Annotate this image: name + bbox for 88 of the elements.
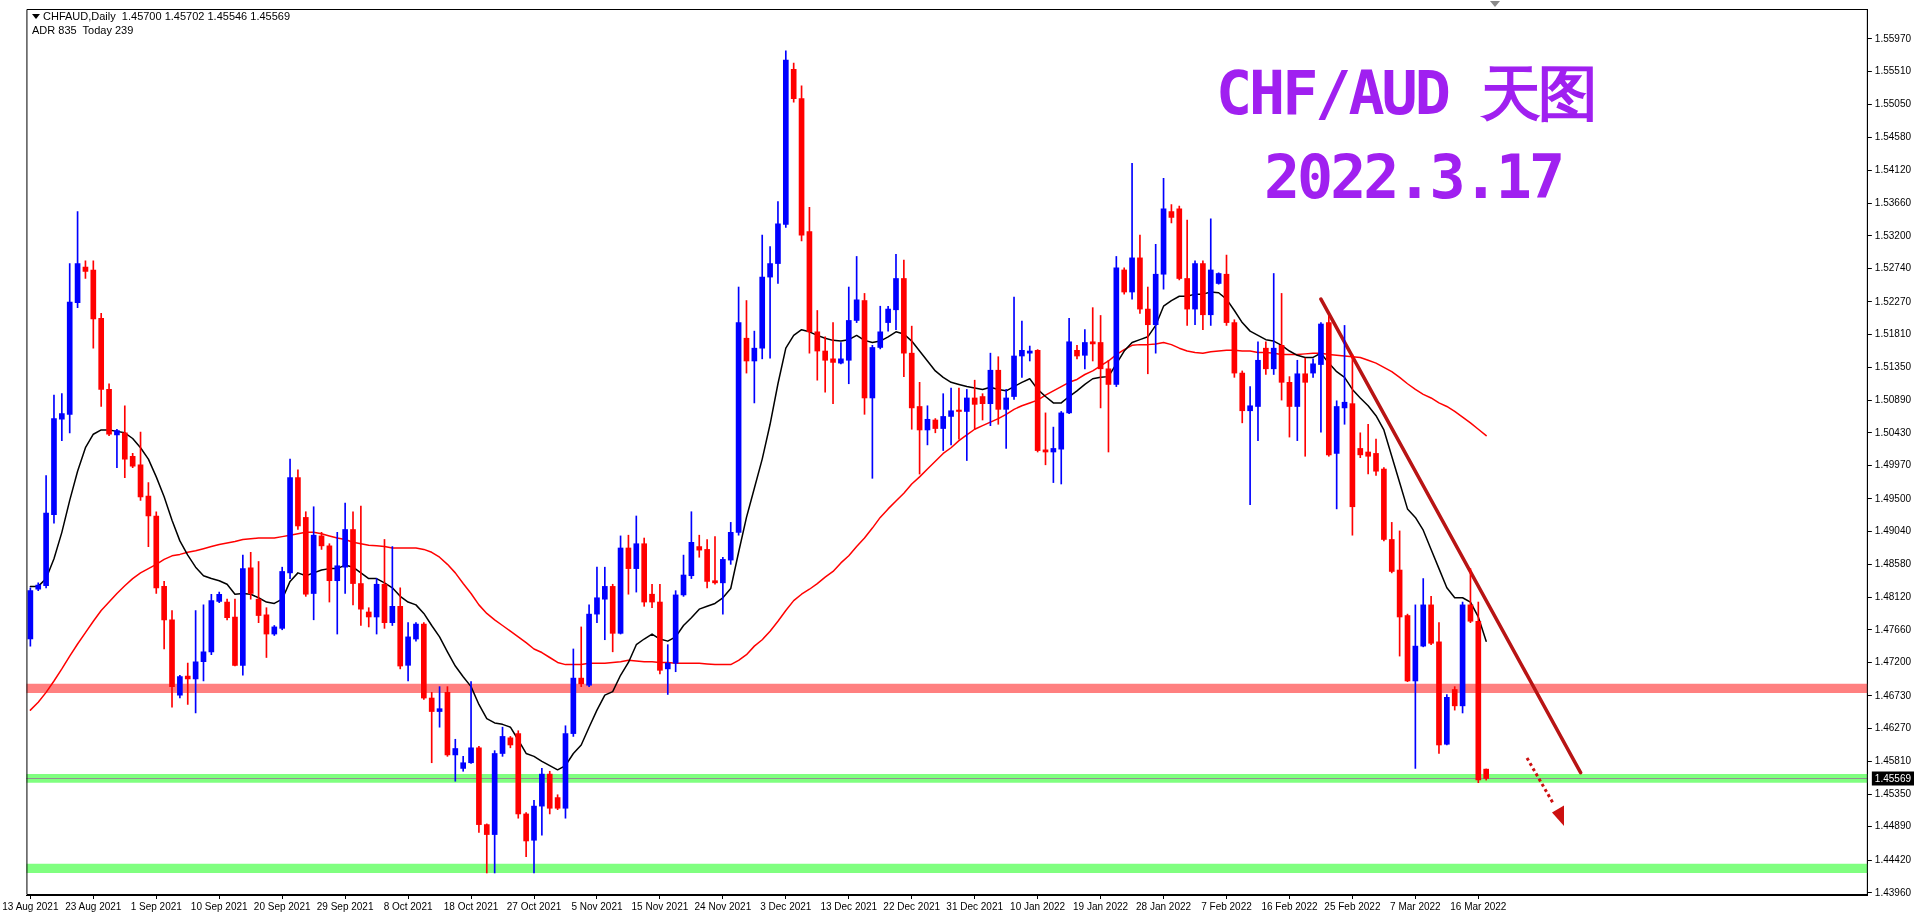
x-tick-label: 23 Aug 2021 (65, 900, 122, 912)
candlestick (963, 389, 970, 461)
candlestick (114, 428, 120, 468)
x-tick-label: 19 Jan 2022 (1073, 900, 1129, 912)
x-tick-label: 1 Sep 2021 (130, 900, 183, 912)
y-tick-label: 1.53200 (1874, 229, 1912, 241)
x-tick-label: 20 Sep 2021 (253, 900, 311, 912)
y-tick-label: 1.50890 (1874, 393, 1912, 405)
y-tick-label: 1.45810 (1874, 755, 1912, 767)
candlestick (1089, 307, 1096, 362)
y-tick-label: 1.49970 (1874, 459, 1912, 471)
x-tick-label: 3 Dec 2021 (760, 900, 812, 912)
candlestick (1019, 320, 1025, 378)
y-tick-label: 1.54580 (1874, 131, 1912, 143)
candlestick (1003, 389, 1009, 449)
x-tick-label: 5 Nov 2021 (571, 900, 623, 912)
y-tick-label: 1.54120 (1874, 164, 1912, 176)
x-tick-label: 27 Oct 2021 (506, 900, 562, 912)
y-tick-label: 1.55510 (1874, 65, 1912, 77)
candlestick (602, 566, 608, 641)
y-tick-label: 1.48120 (1874, 590, 1912, 602)
y-tick-label: 1.49500 (1874, 492, 1912, 504)
candlestick (664, 644, 671, 695)
x-tick-label: 16 Feb 2022 (1261, 900, 1318, 912)
candlestick (1129, 162, 1135, 300)
text: 2022.3.17 (1264, 142, 1563, 212)
x-tick-label: 15 Nov 2021 (631, 900, 689, 912)
candlestick (452, 738, 459, 782)
y-tick-label: 1.51350 (1874, 361, 1912, 373)
y-tick-label: 1.46730 (1874, 689, 1912, 701)
x-tick-label: 16 Mar 2022 (1450, 900, 1507, 912)
x-tick-label: 13 Dec 2021 (820, 900, 878, 912)
candlestick (59, 393, 65, 441)
y-tick-label: 1.44890 (1874, 820, 1912, 832)
candlestick (483, 823, 490, 874)
y-tick-label: 1.44420 (1874, 853, 1912, 865)
y-tick-label: 1.55050 (1874, 98, 1912, 110)
x-tick-label: 7 Feb 2022 (1201, 900, 1253, 912)
candlestick (428, 692, 435, 764)
y-tick-label: 1.52740 (1874, 262, 1912, 274)
x-tick-label: 22 Dec 2021 (883, 900, 941, 912)
y-tick-label: 1.46270 (1874, 722, 1912, 734)
candlestick (1357, 432, 1364, 459)
y-tick-label: 1.43960 (1874, 886, 1912, 898)
x-tick-label: 29 Sep 2021 (316, 900, 374, 912)
candlestick (830, 322, 836, 404)
candlestick (948, 387, 954, 446)
x-tick-label: 7 Mar 2022 (1390, 900, 1442, 912)
candlestick (1270, 273, 1277, 375)
candlestick (822, 336, 828, 393)
candlestick (578, 626, 585, 687)
y-tick-label: 1.53660 (1874, 196, 1912, 208)
candlestick (365, 607, 372, 628)
x-tick-label: 18 Oct 2021 (443, 900, 499, 912)
candlestick (712, 536, 718, 585)
y-tick-label: 1.49040 (1874, 525, 1912, 537)
candlestick (468, 681, 474, 764)
x-tick-label: 24 Nov 2021 (694, 900, 752, 912)
candlestick (1365, 423, 1371, 475)
candlestick (971, 379, 978, 430)
y-tick-label: 1.47660 (1874, 623, 1912, 635)
candlestick (767, 246, 773, 359)
candlestick (184, 662, 191, 705)
ref-line-label: 1.45569 (1874, 772, 1912, 784)
x-tick-label: 10 Jan 2022 (1010, 900, 1066, 912)
y-tick-label: 1.48580 (1874, 558, 1912, 570)
x-tick-label: 8 Oct 2021 (383, 900, 433, 912)
y-tick-label: 1.55970 (1874, 32, 1912, 44)
x-tick-label: 28 Jan 2022 (1136, 900, 1192, 912)
y-tick-label: 1.52270 (1874, 295, 1912, 307)
annotation: ADR 835 Today 239 (32, 24, 134, 37)
x-tick-label: 31 Dec 2021 (946, 900, 1004, 912)
candlestick (358, 505, 364, 626)
y-tick-label: 1.45350 (1874, 787, 1912, 799)
candlestick (1247, 386, 1253, 505)
candlestick (940, 393, 947, 451)
y-tick-label: 1.51810 (1874, 328, 1912, 340)
x-tick-label: 13 Aug 2021 (2, 900, 59, 912)
text: CHF/AUD 天图 (1216, 58, 1595, 128)
annotation: CHFAUD,Daily 1.45700 1.45702 1.45546 1.45569 (43, 10, 291, 23)
x-tick-label: 25 Feb 2022 (1324, 900, 1381, 912)
candlestick (956, 387, 962, 440)
y-tick-label: 1.50430 (1874, 426, 1912, 438)
x-tick-label: 10 Sep 2021 (190, 900, 249, 912)
candlestick (334, 532, 341, 635)
candlestick (696, 534, 703, 558)
candlestick (1302, 357, 1309, 457)
y-tick-label: 1.47200 (1874, 656, 1912, 668)
